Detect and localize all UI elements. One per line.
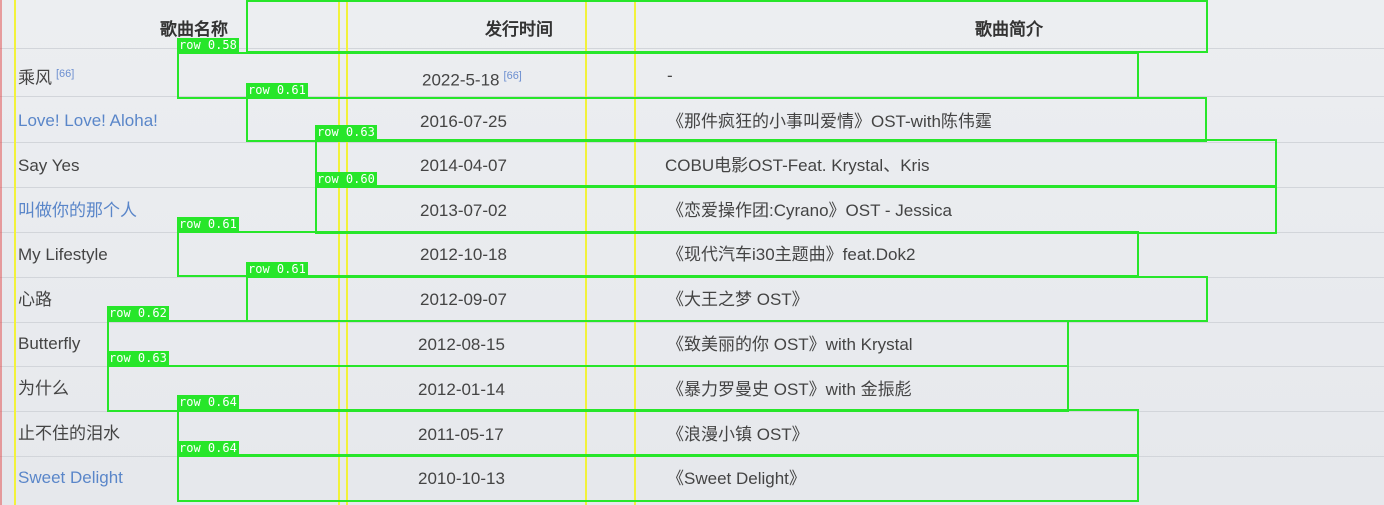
- release-date-cell: 2016-07-25: [420, 112, 507, 131]
- song-name-cell: Say Yes: [18, 156, 80, 175]
- column-boundary-line: [346, 0, 348, 505]
- row-detection-box: [177, 52, 1139, 99]
- song-intro-cell: 《恋爱操作团:Cyrano》OST - Jessica: [667, 201, 952, 220]
- row-detection-box: [177, 455, 1139, 502]
- release-date-cell: 2012-01-14: [418, 380, 505, 399]
- detection-label: row 0.64: [177, 441, 239, 455]
- detection-label: row 0.60: [315, 172, 377, 186]
- song-intro-cell: 《那件疯狂的小事叫爱情》OST-with陈伟霆: [667, 112, 992, 131]
- column-boundary-line: [14, 0, 16, 505]
- song-intro-cell: 《致美丽的你 OST》with Krystal: [667, 335, 913, 354]
- detection-label: row 0.62: [107, 306, 169, 320]
- row-detection-box: [107, 320, 1069, 367]
- detection-label: row 0.61: [246, 262, 308, 276]
- reference-link[interactable]: [66]: [503, 70, 522, 82]
- reference-link[interactable]: [66]: [56, 68, 75, 80]
- song-intro-cell: 《大王之梦 OST》: [667, 290, 809, 309]
- row-detection-box: [315, 139, 1277, 187]
- header-detection-box: [246, 0, 1208, 53]
- song-name-cell: 心路: [18, 290, 52, 309]
- song-intro-cell: 《浪漫小镇 OST》: [667, 425, 809, 444]
- column-boundary-line: [585, 0, 587, 505]
- song-name-link[interactable]: 叫做你的那个人: [18, 201, 137, 220]
- song-intro-cell: -: [667, 66, 673, 85]
- image-edge-line: [0, 0, 2, 505]
- release-date-cell: 2022-5-18 [66]: [422, 70, 522, 90]
- song-name-cell: 为什么: [18, 379, 69, 398]
- row-detection-box: [177, 409, 1139, 456]
- header-release-date: 发行时间: [485, 20, 553, 39]
- song-name-cell: Butterfly: [18, 334, 81, 353]
- release-date-cell: 2011-05-17: [418, 425, 504, 444]
- detection-label: row 0.63: [315, 125, 377, 139]
- row-detection-box: [246, 97, 1207, 142]
- song-name-link[interactable]: Sweet Delight: [18, 468, 123, 487]
- song-intro-cell: COBU电影OST-Feat. Krystal、Kris: [665, 156, 930, 175]
- row-detection-box: [315, 186, 1277, 234]
- detection-label: row 0.61: [246, 83, 308, 97]
- song-name-cell[interactable]: 乘风 [66]: [18, 68, 75, 88]
- header-song-name: 歌曲名称: [160, 20, 228, 39]
- row-detection-box: [246, 276, 1208, 322]
- release-date-cell: 2012-09-07: [420, 290, 507, 309]
- song-name-cell: 止不住的泪水: [18, 424, 120, 443]
- release-date-cell: 2014-04-07: [420, 156, 507, 175]
- song-intro-cell: 《Sweet Delight》: [667, 469, 806, 488]
- detection-label: row 0.63: [107, 351, 169, 365]
- row-divider: [0, 142, 1384, 143]
- release-date-cell: 2012-08-15: [418, 335, 505, 354]
- song-name-cell: My Lifestyle: [18, 245, 108, 264]
- row-divider: [0, 322, 1384, 323]
- row-detection-box: [177, 231, 1139, 277]
- release-date-cell: 2013-07-02: [420, 201, 507, 220]
- row-detection-box: [107, 365, 1069, 412]
- detection-label: row 0.58: [177, 38, 239, 52]
- detection-label: row 0.64: [177, 395, 239, 409]
- row-divider: [0, 96, 1384, 97]
- song-intro-cell: 《暴力罗曼史 OST》with 金振彪: [667, 380, 912, 399]
- header-song-intro: 歌曲简介: [975, 20, 1043, 39]
- column-boundary-line: [338, 0, 340, 505]
- release-date-cell: 2012-10-18: [420, 245, 507, 264]
- detection-label: row 0.61: [177, 217, 239, 231]
- song-intro-cell: 《现代汽车i30主题曲》feat.Dok2: [667, 245, 916, 264]
- row-divider: [0, 48, 1384, 49]
- column-boundary-line: [634, 0, 636, 505]
- release-date-cell: 2010-10-13: [418, 469, 505, 488]
- song-name-link[interactable]: Love! Love! Aloha!: [18, 111, 158, 130]
